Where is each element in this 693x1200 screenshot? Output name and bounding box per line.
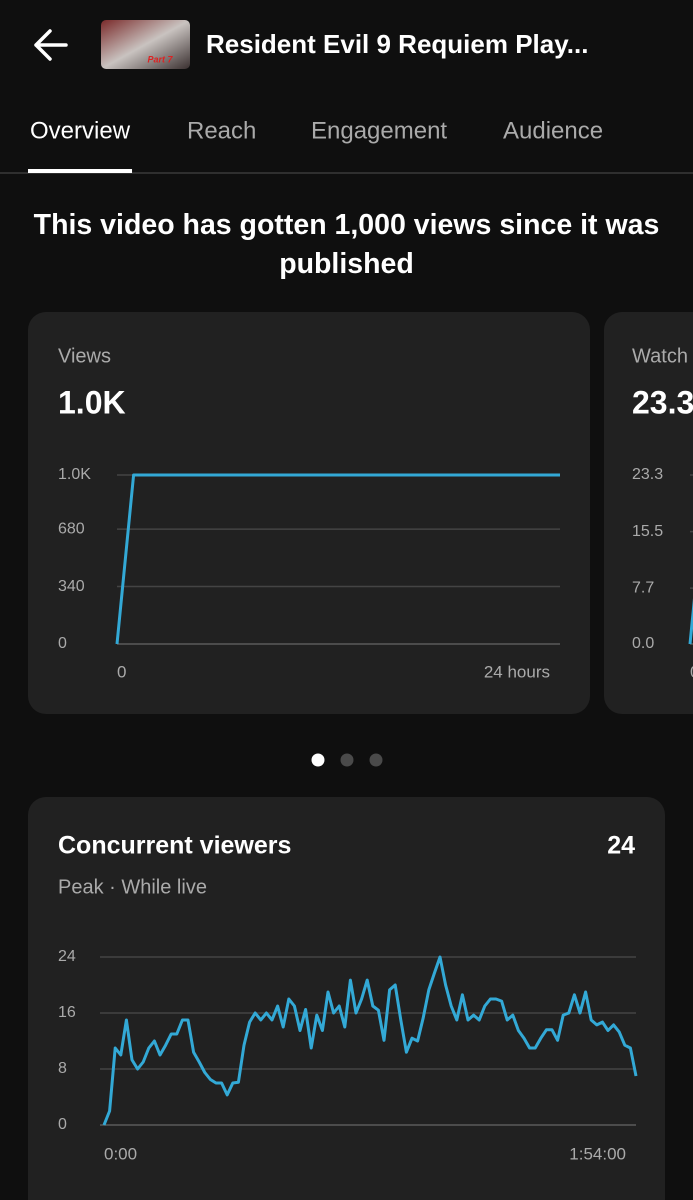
x-tick-label: 24 hours — [484, 662, 550, 681]
y-tick-label: 23.3 — [632, 466, 663, 483]
y-tick-label: 7.7 — [632, 579, 654, 596]
card-value: 1.0K — [58, 384, 126, 420]
y-tick-label: 340 — [58, 578, 85, 595]
y-tick-label: 1.0K — [58, 466, 91, 483]
views-card[interactable] — [28, 312, 590, 714]
x-tick-label: 0 — [117, 662, 126, 681]
card-value: 23.3 — [632, 384, 693, 420]
thumbnail-label: Part 7 — [147, 54, 173, 64]
summary: This video has gotten 1,000 views since … — [33, 209, 660, 280]
x-tick-label: 0:00 — [104, 1144, 137, 1163]
page-dot[interactable] — [311, 753, 325, 767]
card-label: Views — [58, 345, 111, 367]
y-tick-label: 15.5 — [632, 523, 663, 540]
y-tick-label: 16 — [58, 1004, 76, 1021]
y-tick-label: 0 — [58, 635, 67, 652]
tab[interactable]: Audience — [503, 117, 603, 144]
page-dot[interactable] — [340, 753, 354, 767]
data-line — [102, 955, 638, 1126]
y-tick-label: 0 — [58, 1116, 67, 1133]
back-button[interactable] — [34, 29, 68, 61]
tab[interactable]: Overview — [30, 117, 131, 144]
card-label: Watch — [632, 345, 688, 367]
x-tick-label: 1:54:00 — [569, 1144, 626, 1163]
y-tick-label: 24 — [58, 948, 76, 965]
y-tick-label: 8 — [58, 1060, 67, 1077]
card-value: 24 — [607, 832, 635, 860]
tab[interactable]: Engagement — [311, 117, 447, 144]
y-tick-label: 680 — [58, 520, 85, 537]
page-dot[interactable] — [369, 753, 383, 767]
video-title: Resident Evil 9 Requiem Play... — [206, 29, 588, 59]
card-title: Concurrent viewers — [58, 832, 291, 860]
card-subtitle: Peak · While live — [58, 876, 207, 898]
tab-underline — [28, 169, 133, 173]
x-tick-label: 0 — [690, 662, 693, 681]
thumbnail[interactable] — [101, 20, 190, 69]
tab[interactable]: Reach — [187, 117, 256, 144]
y-tick-label: 0.0 — [632, 635, 654, 652]
watch-card[interactable] — [604, 312, 693, 714]
concurrent-card — [28, 797, 665, 1200]
data-line — [115, 473, 560, 645]
